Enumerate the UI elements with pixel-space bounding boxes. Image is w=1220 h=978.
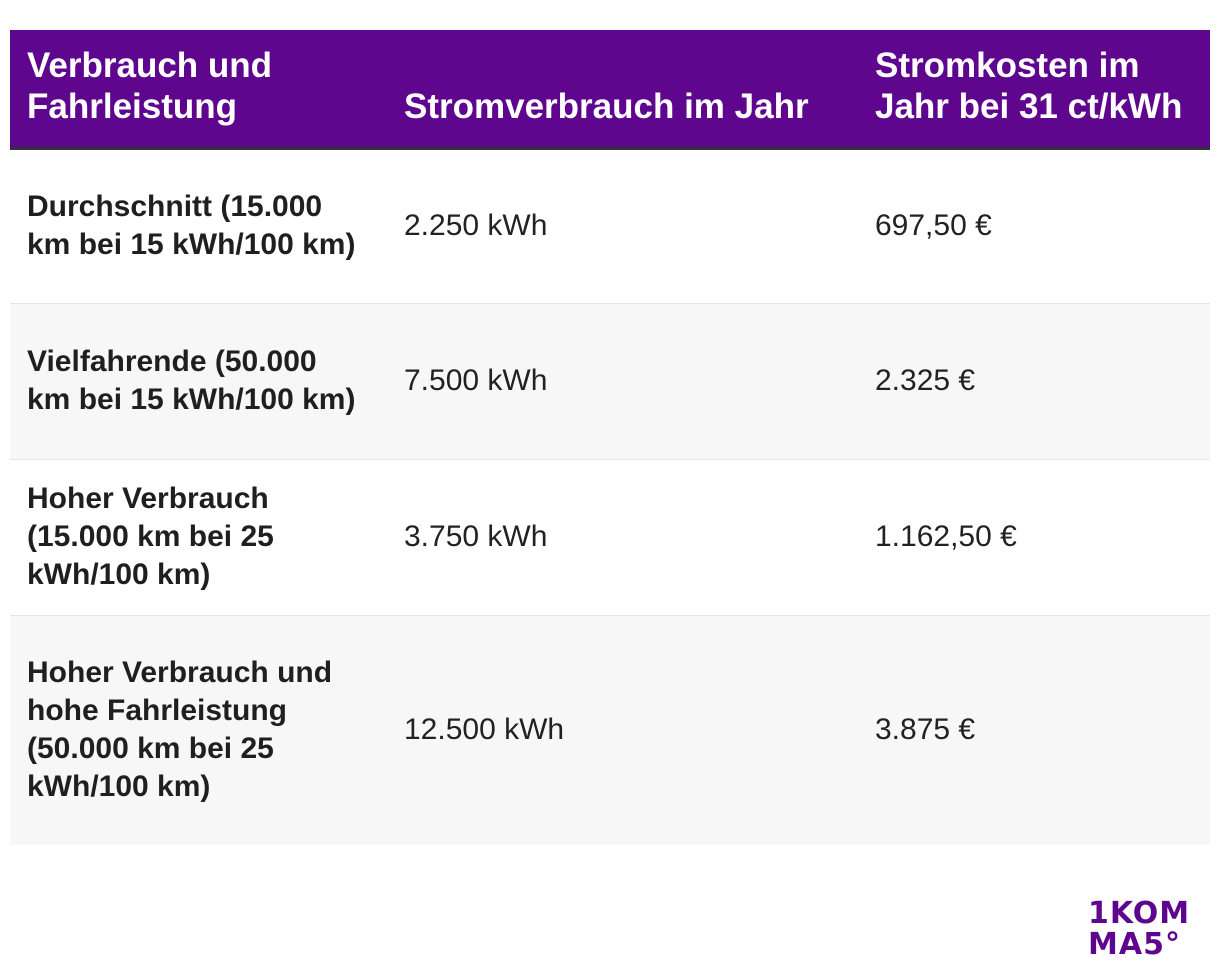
consumption-cell: 3.750 kWh — [404, 520, 548, 553]
table-row: Vielfahrende (50.000 km bei 15 kWh/100 k… — [10, 303, 1210, 459]
electricity-cost-table: Verbrauch und Fahrleistung Stromverbrauc… — [10, 30, 1210, 845]
brand-logo: 1KOM MA5° — [1088, 898, 1203, 960]
cost-cell: 3.875 € — [875, 713, 976, 747]
column-header-cost: Stromkosten im Jahr bei 31 ct/kWh — [875, 45, 1183, 126]
table-row: Hoher Verbrauch (15.000 km bei 25 kWh/10… — [10, 459, 1210, 615]
row-label: Durchschnitt (15.000 km bei 15 kWh/100 k… — [27, 190, 356, 261]
table-row: Durchschnitt (15.000 km bei 15 kWh/100 k… — [10, 148, 1210, 303]
column-header-consumption: Stromverbrauch im Jahr — [404, 86, 809, 126]
consumption-cell: 2.250 kWh — [404, 209, 548, 242]
table-body: Durchschnitt (15.000 km bei 15 kWh/100 k… — [10, 148, 1210, 845]
row-label: Hoher Verbrauch und hohe Fahrleistung (5… — [27, 656, 333, 804]
table-header-row: Verbrauch und Fahrleistung Stromverbrauc… — [10, 30, 1210, 148]
logo-line-2: MA5° — [1088, 927, 1181, 962]
row-label: Hoher Verbrauch (15.000 km bei 25 kWh/10… — [27, 482, 274, 591]
consumption-cell: 7.500 kWh — [404, 364, 548, 397]
cost-cell: 1.162,50 € — [875, 520, 1017, 553]
table-row: Hoher Verbrauch und hohe Fahrleistung (5… — [10, 615, 1210, 845]
consumption-cell: 12.500 kWh — [404, 713, 565, 747]
table-header: Verbrauch und Fahrleistung Stromverbrauc… — [10, 30, 1210, 148]
column-header-usage: Verbrauch und Fahrleistung — [27, 45, 273, 126]
row-label: Vielfahrende (50.000 km bei 15 kWh/100 k… — [27, 345, 356, 416]
cost-cell: 697,50 € — [875, 209, 992, 242]
electricity-cost-table-container: Verbrauch und Fahrleistung Stromverbrauc… — [10, 30, 1210, 845]
logo-line-1: 1KOM — [1088, 896, 1191, 931]
cost-cell: 2.325 € — [875, 364, 976, 397]
